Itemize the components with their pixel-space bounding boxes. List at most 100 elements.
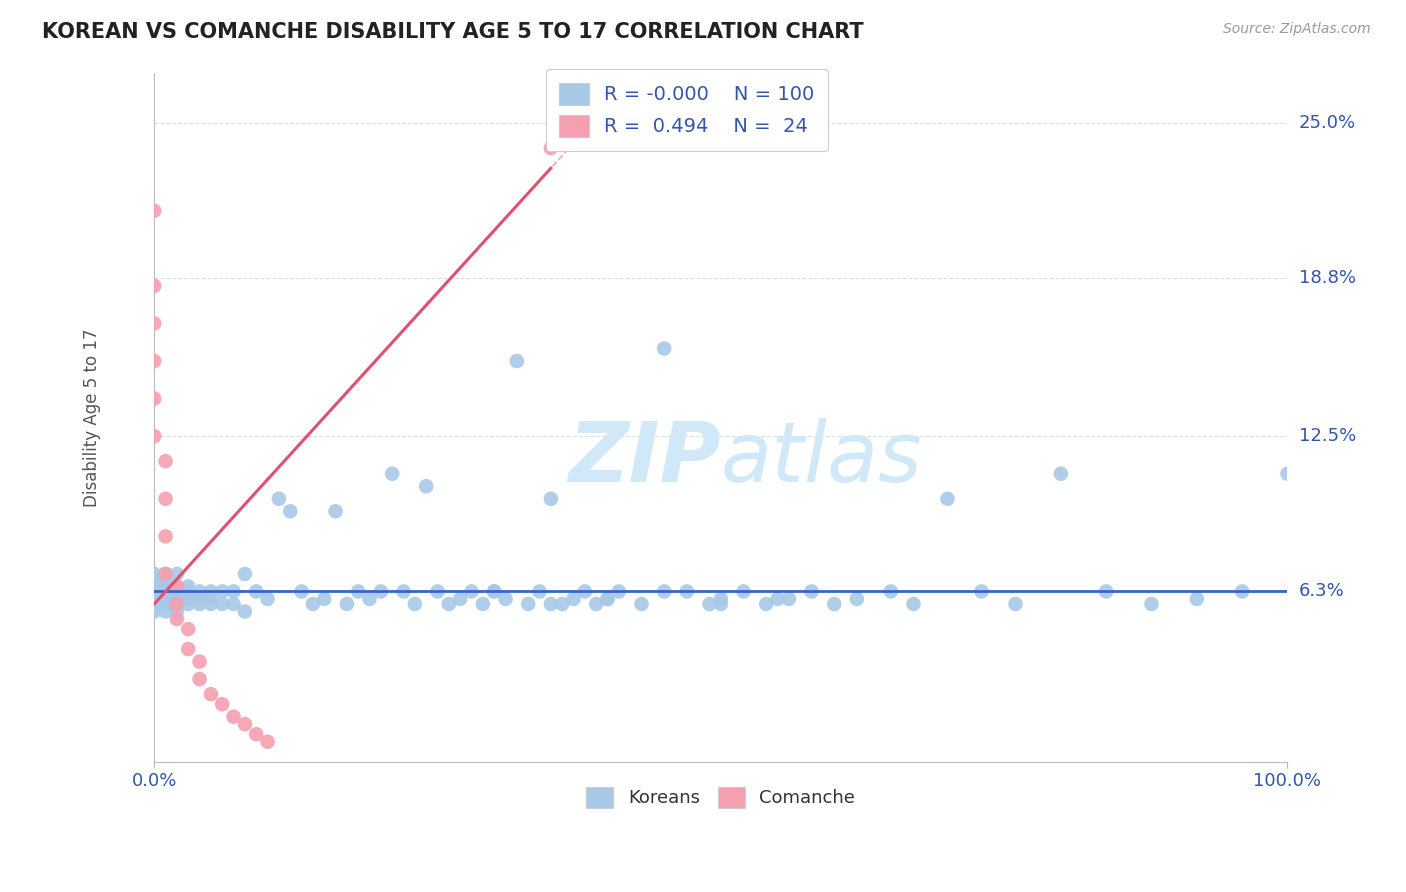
Point	[155, 605, 177, 619]
Point	[652, 584, 675, 599]
Point	[211, 597, 233, 611]
Point	[233, 566, 256, 581]
Point	[880, 584, 903, 599]
Point	[166, 566, 188, 581]
Point	[404, 597, 426, 611]
Point	[155, 597, 177, 611]
Point	[222, 597, 245, 611]
Point	[506, 354, 529, 368]
Point	[143, 429, 166, 443]
Text: KOREAN VS COMANCHE DISABILITY AGE 5 TO 17 CORRELATION CHART: KOREAN VS COMANCHE DISABILITY AGE 5 TO 1…	[42, 22, 863, 42]
Point	[143, 579, 166, 593]
Point	[517, 597, 540, 611]
Point	[1095, 584, 1118, 599]
Point	[359, 591, 381, 606]
Point	[710, 597, 733, 611]
Point	[166, 597, 188, 611]
Point	[766, 591, 789, 606]
Point	[290, 584, 312, 599]
Point	[155, 566, 177, 581]
Point	[143, 597, 166, 611]
Point	[155, 587, 177, 601]
Point	[233, 605, 256, 619]
Point	[1277, 467, 1299, 481]
Point	[188, 597, 211, 611]
Text: 6.3%: 6.3%	[1299, 582, 1344, 600]
Point	[211, 584, 233, 599]
Point	[970, 584, 993, 599]
Point	[143, 317, 166, 331]
Point	[188, 655, 211, 669]
Point	[1050, 467, 1073, 481]
Point	[381, 467, 404, 481]
Point	[245, 584, 267, 599]
Text: 25.0%: 25.0%	[1299, 114, 1355, 132]
Point	[426, 584, 449, 599]
Point	[551, 597, 574, 611]
Point	[800, 584, 823, 599]
Point	[211, 697, 233, 711]
Point	[1230, 584, 1253, 599]
Point	[177, 597, 200, 611]
Point	[143, 572, 166, 586]
Point	[630, 597, 652, 611]
Point	[482, 584, 505, 599]
Legend: Koreans, Comanche: Koreans, Comanche	[579, 780, 862, 814]
Point	[540, 141, 562, 155]
Point	[188, 672, 211, 686]
Point	[903, 597, 925, 611]
Point	[166, 584, 188, 599]
Point	[155, 572, 177, 586]
Point	[607, 584, 630, 599]
Point	[482, 584, 505, 599]
Point	[200, 597, 222, 611]
Point	[177, 642, 200, 657]
Point	[302, 597, 325, 611]
Point	[562, 591, 585, 606]
Point	[143, 278, 166, 293]
Point	[166, 579, 188, 593]
Point	[155, 454, 177, 468]
Point	[1185, 591, 1208, 606]
Point	[143, 584, 166, 599]
Point	[166, 612, 188, 626]
Point	[336, 597, 359, 611]
Point	[143, 392, 166, 406]
Point	[188, 591, 211, 606]
Point	[143, 577, 166, 591]
Point	[143, 354, 166, 368]
Point	[574, 584, 596, 599]
Point	[200, 687, 222, 701]
Point	[143, 591, 166, 606]
Point	[166, 597, 188, 611]
Point	[143, 599, 166, 614]
Text: 12.5%: 12.5%	[1299, 427, 1355, 445]
Point	[155, 491, 177, 506]
Point	[143, 566, 166, 581]
Text: Disability Age 5 to 17: Disability Age 5 to 17	[83, 328, 101, 507]
Point	[347, 584, 370, 599]
Point	[936, 491, 959, 506]
Point	[415, 479, 437, 493]
Point	[585, 597, 607, 611]
Text: ZIP: ZIP	[568, 418, 721, 500]
Point	[652, 342, 675, 356]
Point	[676, 584, 699, 599]
Point	[449, 591, 471, 606]
Point	[143, 203, 166, 218]
Point	[823, 597, 845, 611]
Point	[222, 709, 245, 723]
Point	[755, 597, 778, 611]
Point	[200, 591, 222, 606]
Point	[710, 591, 733, 606]
Point	[845, 591, 868, 606]
Point	[233, 717, 256, 731]
Point	[166, 605, 188, 619]
Point	[256, 735, 278, 749]
Point	[1004, 597, 1026, 611]
Point	[155, 529, 177, 543]
Point	[177, 622, 200, 636]
Point	[529, 584, 551, 599]
Text: atlas: atlas	[721, 418, 922, 500]
Point	[596, 591, 619, 606]
